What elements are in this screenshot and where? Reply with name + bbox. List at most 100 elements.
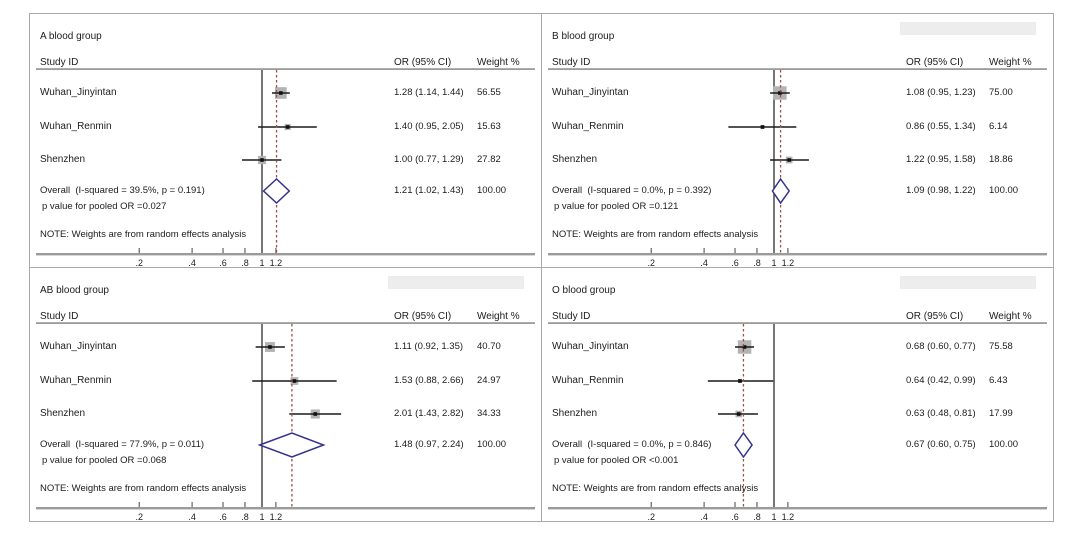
point-estimate-marker (742, 345, 747, 349)
x-axis-tick-label: 1.2 (782, 258, 795, 267)
study-or-ci: 0.86 (0.55, 1.34) (906, 121, 976, 132)
overall-diamond (734, 431, 753, 459)
point-estimate-marker (736, 412, 741, 416)
study-weight: 15.63 (477, 121, 501, 132)
point-estimate-marker (279, 91, 283, 95)
column-header-or-ci: OR (95% CI) (906, 57, 964, 68)
column-header-weight: Weight % (477, 57, 520, 68)
study-or-ci: 1.40 (0.95, 2.05) (394, 121, 464, 132)
study-weight: 18.86 (989, 154, 1013, 165)
study-label: Wuhan_Renmin (552, 121, 624, 132)
column-header-study-id: Study ID (40, 57, 79, 68)
study-label: Shenzhen (40, 154, 86, 165)
overall-diamond (262, 177, 291, 205)
random-effects-note: NOTE: Weights are from random effects an… (40, 483, 247, 494)
panel-title: O blood group (552, 285, 616, 296)
study-label: Shenzhen (552, 154, 598, 165)
x-axis-tick-label: .2 (647, 258, 655, 267)
study-label: Wuhan_Jinyintan (552, 341, 629, 352)
point-estimate-marker (268, 345, 272, 349)
x-axis-tick-label: .4 (188, 258, 196, 267)
forest-plot-svg-o: .2 .4 .6 .8 1 1.2 (548, 276, 1047, 521)
random-effects-note: NOTE: Weights are from random effects an… (552, 483, 759, 494)
study-or-ci: 1.28 (1.14, 1.44) (394, 87, 464, 98)
x-axis-tick-label: 1.2 (270, 512, 283, 521)
x-axis-tick-label: 1.2 (782, 512, 795, 521)
study-weight: 6.14 (989, 121, 1008, 132)
x-axis-tick-label: .8 (241, 512, 249, 521)
column-header-study-id: Study ID (552, 57, 591, 68)
forest-plot-figure: .2.4.6.8 1 1.2 A blood group Study ID OR (… (29, 13, 1054, 522)
column-header-weight: Weight % (477, 311, 520, 322)
random-effects-note: NOTE: Weights are from random effects an… (552, 229, 759, 240)
header-rule (548, 68, 1047, 70)
study-weight: 27.82 (477, 154, 501, 165)
x-axis-tick-label: .4 (700, 258, 708, 267)
column-header-or-ci: OR (95% CI) (906, 311, 964, 322)
point-estimate-marker (292, 379, 297, 383)
overall-weight: 100.00 (989, 439, 1019, 450)
study-or-ci: 1.53 (0.88, 2.66) (394, 375, 464, 386)
artifact-smudge (900, 22, 1036, 35)
study-label: Shenzhen (40, 408, 86, 419)
x-axis-tick-label: 1 (259, 258, 264, 267)
panel-o-blood-group: .2 .4 .6 .8 1 1.2 O blood group Study ID OR (… (542, 268, 1053, 521)
artifact-smudge (900, 276, 1036, 289)
pooled-p-value: p value for pooled OR =0.068 (42, 455, 167, 466)
column-header-weight: Weight % (989, 311, 1032, 322)
study-weight: 34.33 (477, 408, 501, 419)
overall-weight: 100.00 (477, 439, 507, 450)
panel-ab-blood-group: .2 .4 .6 .8 1 1.2 AB blood group Study ID OR … (30, 268, 542, 521)
column-header-or-ci: OR (95% CI) (394, 57, 452, 68)
x-axis-tick-label: .6 (219, 512, 227, 521)
study-or-ci: 1.08 (0.95, 1.23) (906, 87, 976, 98)
x-axis-tick-label: .4 (700, 512, 708, 521)
overall-weight: 100.00 (477, 185, 507, 196)
x-axis-tick-label: .6 (731, 512, 739, 521)
point-estimate-marker (738, 379, 742, 383)
pooled-p-value: p value for pooled OR =0.027 (42, 201, 167, 212)
x-axis-line (548, 507, 1047, 510)
study-label: Wuhan_Jinyintan (40, 341, 117, 352)
point-estimate-marker (313, 412, 318, 416)
pooled-p-value: p value for pooled OR <0.001 (554, 455, 679, 466)
overall-or-ci: 1.48 (0.97, 2.24) (394, 439, 464, 450)
x-axis-tick-label: 1 (259, 512, 264, 521)
x-axis-tick-label: 1 (771, 512, 776, 521)
study-weight: 75.00 (989, 87, 1013, 98)
x-axis-tick-label: .8 (753, 258, 761, 267)
point-estimate-marker (260, 158, 264, 162)
panel-title: A blood group (40, 31, 102, 42)
pooled-p-value: p value for pooled OR =0.121 (554, 201, 679, 212)
x-axis-tick-label: .2 (135, 512, 143, 521)
panel-b-blood-group: .2 .4 .6 .8 1 1.2 B blood group Study ID OR (… (542, 14, 1053, 268)
study-or-ci: 0.64 (0.42, 0.99) (906, 375, 976, 386)
study-or-ci: 0.68 (0.60, 0.77) (906, 341, 976, 352)
column-header-or-ci: OR (95% CI) (394, 311, 452, 322)
study-label: Wuhan_Renmin (40, 121, 112, 132)
point-estimate-marker (787, 158, 791, 162)
overall-or-ci: 1.21 (1.02, 1.43) (394, 185, 464, 196)
x-axis-tick-label: .4 (188, 512, 196, 521)
forest-plot-svg-ab: .2 .4 .6 .8 1 1.2 (36, 276, 535, 521)
study-weight: 40.70 (477, 341, 501, 352)
column-header-study-id: Study ID (552, 311, 591, 322)
header-rule (36, 68, 535, 70)
study-label: Shenzhen (552, 408, 598, 419)
header-rule (36, 322, 535, 324)
artifact-smudge (388, 276, 524, 289)
overall-or-ci: 1.09 (0.98, 1.22) (906, 185, 976, 196)
x-axis-tick-label: .6 (731, 258, 739, 267)
forest-plot-svg-a: .2 .4 .6 .8 1 1.2 (36, 68, 535, 267)
overall-label: Overall (I-squared = 77.9%, p = 0.011) (40, 439, 205, 450)
overall-or-ci: 0.67 (0.60, 0.75) (906, 439, 976, 450)
panel-title: B blood group (552, 31, 615, 42)
study-or-ci: 1.11 (0.92, 1.35) (394, 341, 464, 352)
point-estimate-marker (760, 125, 765, 129)
header-rule (548, 322, 1047, 324)
x-axis-line (36, 253, 535, 256)
point-estimate-marker (285, 125, 290, 129)
x-axis-tick-label: 1 (771, 258, 776, 267)
x-axis-tick-label: .8 (753, 512, 761, 521)
